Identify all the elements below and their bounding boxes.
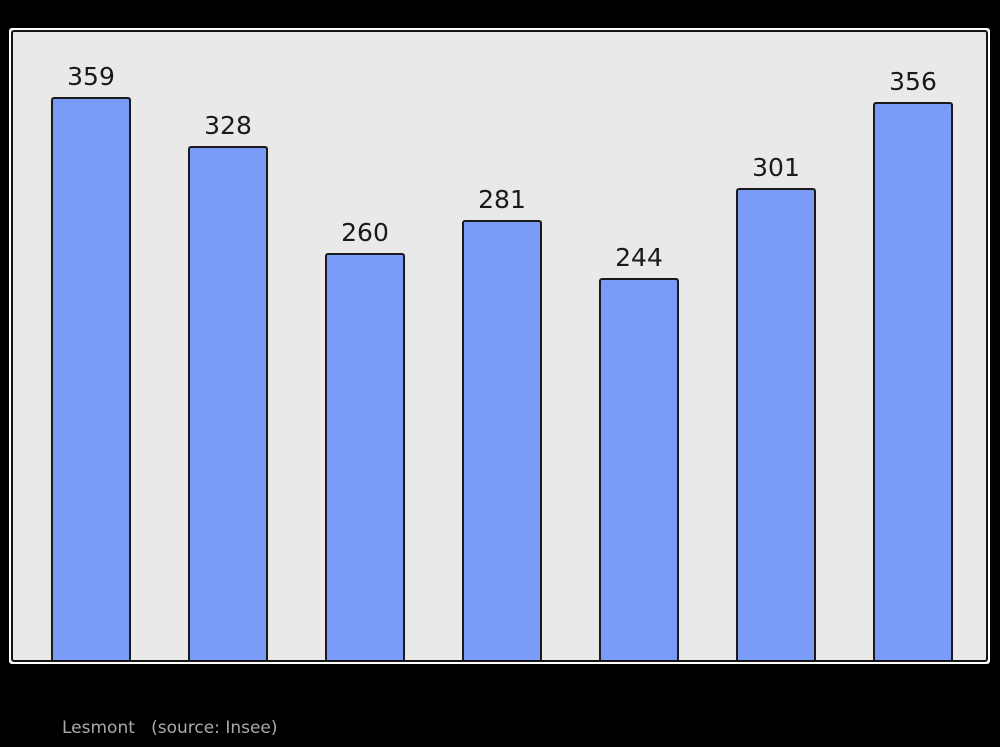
- bar: [873, 102, 953, 660]
- bar: [736, 188, 816, 660]
- bar-value-label: 359: [67, 62, 115, 92]
- bar: [599, 277, 679, 660]
- bar: [188, 145, 268, 660]
- chart-footer-caption: Lesmont (source: Insee): [62, 718, 278, 738]
- bar: [462, 219, 542, 660]
- bar-value-label: 260: [341, 217, 389, 247]
- bar-value-label: 356: [889, 67, 937, 97]
- bar-value-label: 328: [204, 110, 252, 140]
- bar-value-label: 301: [752, 153, 800, 183]
- bar: [51, 97, 131, 660]
- bar-value-label: 281: [478, 184, 526, 214]
- bar: [325, 252, 405, 660]
- bar-value-label: 244: [615, 242, 663, 272]
